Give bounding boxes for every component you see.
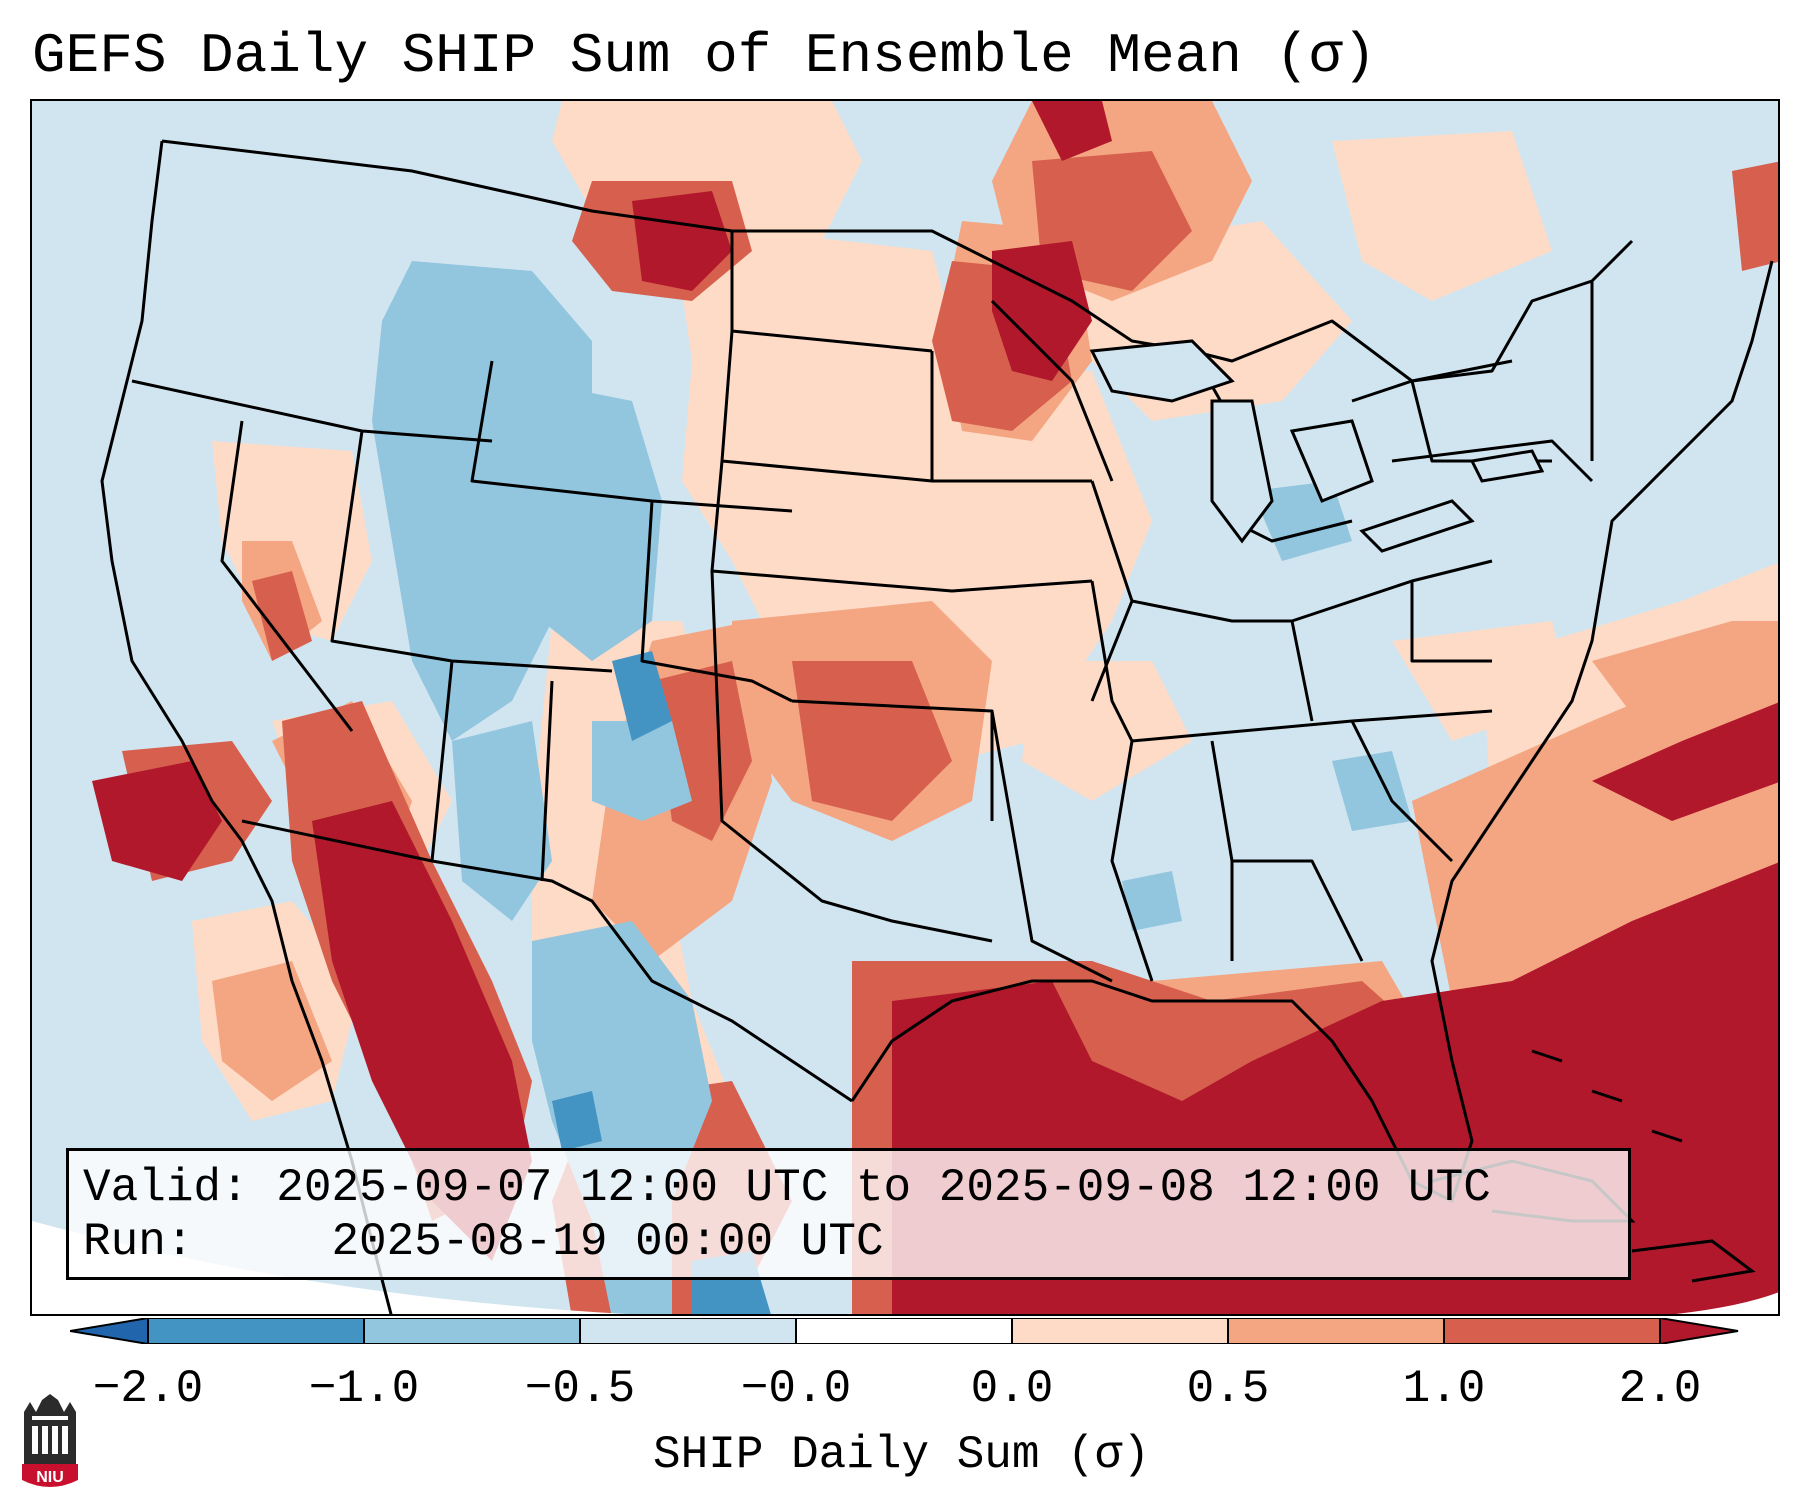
valid-run-info-box: Valid: 2025-09-07 12:00 UTC to 2025-09-0… [66, 1148, 1631, 1280]
colorbar-tick-label: 0.5 [1186, 1363, 1270, 1415]
colorbar-tick-label: −0.5 [524, 1363, 636, 1415]
colorbar-bin-1 [148, 1318, 364, 1344]
map-canvas [32, 101, 1778, 1314]
run-label: Run: [83, 1216, 194, 1268]
great-lakes [1089, 339, 1545, 553]
niu-logo-icon: NIU [22, 1394, 78, 1487]
colorbar-extend-high [1660, 1318, 1738, 1344]
map-title: GEFS Daily SHIP Sum of Ensemble Mean (σ) [32, 24, 1377, 88]
run-row: Run: 2025-08-19 00:00 UTC [83, 1215, 1614, 1269]
colorbar-bin-2 [364, 1318, 580, 1344]
colorbar-bin-3 [580, 1318, 796, 1344]
valid-row: Valid: 2025-09-07 12:00 UTC to 2025-09-0… [83, 1161, 1614, 1215]
valid-value: 2025-09-07 12:00 UTC to 2025-09-08 12:00… [276, 1162, 1491, 1214]
run-value: 2025-08-19 00:00 UTC [331, 1216, 884, 1268]
colorbar-tick-label: 0.0 [970, 1363, 1054, 1415]
colorbar-bin-5 [1012, 1318, 1228, 1344]
colorbar-label: SHIP Daily Sum (σ) [653, 1429, 1150, 1481]
colorbar [70, 1318, 1739, 1344]
colorbar-extend-low [70, 1318, 148, 1344]
colorbar-tick-label: −0.0 [740, 1363, 852, 1415]
colorbar-bin-7 [1444, 1318, 1660, 1344]
map-panel [30, 99, 1780, 1316]
colorbar-bin-6 [1228, 1318, 1444, 1344]
valid-label: Valid: [83, 1162, 249, 1214]
niu-logo-text: NIU [36, 1469, 64, 1486]
colorbar-tick-label: −2.0 [92, 1363, 204, 1415]
colorbar-bin-4 [796, 1318, 1012, 1344]
colorbar-tick-label: 1.0 [1402, 1363, 1486, 1415]
colorbar-tick-label: 2.0 [1618, 1363, 1702, 1415]
colorbar-tick-label: −1.0 [308, 1363, 420, 1415]
